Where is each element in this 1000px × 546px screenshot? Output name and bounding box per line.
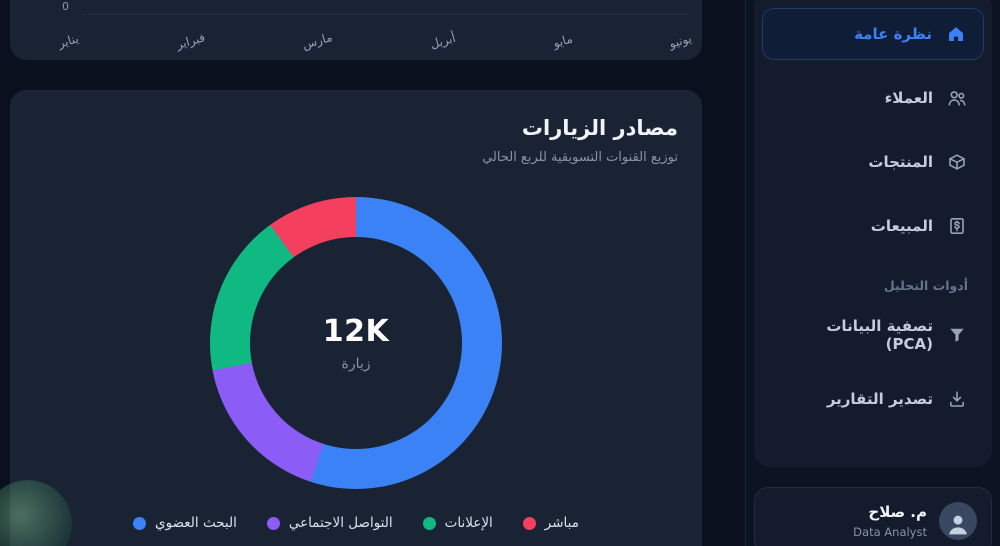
sidebar-item-sales[interactable]: المبيعات: [762, 200, 984, 252]
sidebar-item-products[interactable]: المنتجات: [762, 136, 984, 188]
sidebar-item-overview[interactable]: نظرة عامة: [762, 8, 984, 60]
legend-dot: [133, 516, 147, 530]
legend-label: التواصل الاجتماعي: [288, 515, 393, 531]
profile-name: م. صلاح: [868, 503, 927, 521]
avatar: [939, 502, 977, 540]
legend-label: البحث العضوي: [155, 515, 237, 531]
main-content: 0 يناير فبراير مارس أبريل مايو يونيو مصا…: [10, 0, 702, 546]
legend-item-ads[interactable]: الإعلانات: [422, 515, 493, 531]
sidebar-item-pca-filter[interactable]: تصفية البيانات (PCA): [762, 309, 984, 361]
donut-center: 12K زيارة: [250, 237, 462, 449]
sidebar-item-export-reports[interactable]: تصدير التقارير: [762, 373, 984, 425]
sidebar-item-label: العملاء: [884, 89, 933, 107]
donut-total-value: 12K: [322, 314, 390, 349]
traffic-sources-card: مصادر الزيارات توزيع القنوات التسويقية ل…: [10, 90, 702, 546]
export-icon: [946, 388, 968, 410]
donut-total-unit: زيارة: [341, 356, 371, 372]
legend-dot: [266, 516, 280, 530]
month-tick: يونيو: [667, 31, 694, 51]
month-tick: فبراير: [174, 30, 207, 52]
x-axis-line: [82, 14, 688, 15]
sales-icon: [946, 215, 968, 237]
card-subtitle: توزيع القنوات التسويقية للربع الحالي: [482, 150, 678, 165]
monthly-chart-card: 0 يناير فبراير مارس أبريل مايو يونيو: [10, 0, 702, 60]
home-icon: [945, 23, 967, 45]
legend-label: الإعلانات: [444, 515, 493, 531]
sidebar: نظرة عامة العملاء المنتجات: [745, 0, 1000, 546]
x-axis-labels: يناير فبراير مارس أبريل مايو يونيو: [56, 30, 694, 52]
sidebar-item-customers[interactable]: العملاء: [762, 72, 984, 124]
sidebar-section-title: أدوات التحليل: [883, 278, 968, 293]
legend-dot: [522, 516, 536, 530]
month-tick: يناير: [56, 31, 81, 51]
sidebar-item-label: نظرة عامة: [854, 25, 932, 43]
sidebar-item-label: تصفية البيانات (PCA): [826, 317, 933, 353]
profile-text: م. صلاح Data Analyst: [853, 503, 927, 539]
legend-dot: [422, 516, 436, 530]
donut-legend: البحث العضوي التواصل الاجتماعي الإعلانات…: [10, 515, 702, 531]
legend-item-direct[interactable]: مباشر: [522, 515, 579, 531]
filter-icon: [946, 324, 968, 346]
legend-label: مباشر: [544, 515, 579, 531]
legend-item-organic-search[interactable]: البحث العضوي: [133, 515, 237, 531]
profile-role: Data Analyst: [853, 525, 927, 539]
users-icon: [946, 87, 968, 109]
person-icon: [949, 515, 967, 535]
donut-chart: 12K زيارة: [210, 197, 502, 489]
user-profile[interactable]: م. صلاح Data Analyst: [754, 487, 992, 546]
sidebar-nav: نظرة عامة العملاء المنتجات: [754, 0, 992, 467]
month-tick: مارس: [300, 30, 334, 52]
legend-item-social-media[interactable]: التواصل الاجتماعي: [266, 515, 393, 531]
sidebar-item-label: المنتجات: [868, 153, 933, 171]
sidebar-item-label: تصدير التقارير: [826, 390, 933, 408]
y-axis-zero-tick: 0: [62, 0, 69, 13]
month-tick: أبريل: [428, 30, 457, 52]
sidebar-item-label: المبيعات: [870, 217, 933, 235]
month-tick: مايو: [551, 31, 574, 51]
products-icon: [946, 151, 968, 173]
card-title: مصادر الزيارات: [521, 116, 678, 140]
